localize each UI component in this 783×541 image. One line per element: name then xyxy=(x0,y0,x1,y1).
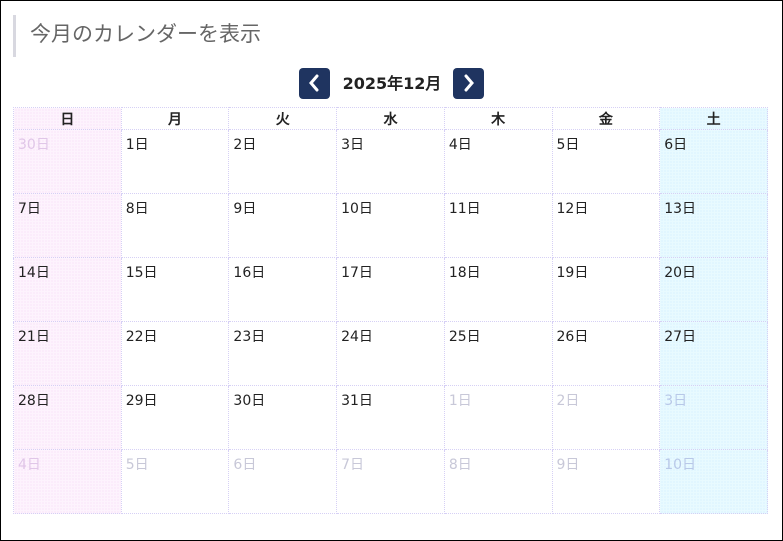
calendar-week-row: 30日 1日 2日 3日 4日 5日 6日 xyxy=(13,129,768,194)
calendar-day-cell[interactable]: 13日 xyxy=(659,193,768,258)
calendar-day-cell[interactable]: 30日 xyxy=(13,129,122,194)
calendar-day-cell[interactable]: 19日 xyxy=(551,257,661,322)
calendar-day-cell[interactable]: 30日 xyxy=(228,385,338,450)
weekday-header-row: 日月火水木金土 xyxy=(13,107,768,130)
calendar-week-row: 4日 5日 6日 7日 8日 9日 10日 xyxy=(13,449,768,514)
calendar-day-cell[interactable]: 25日 xyxy=(443,321,553,386)
calendar-day-cell[interactable]: 15日 xyxy=(120,257,230,322)
calendar-day-cell[interactable]: 2日 xyxy=(228,129,338,194)
weekday-header: 金 xyxy=(551,107,661,130)
calendar-day-cell[interactable]: 1日 xyxy=(443,385,553,450)
calendar-table: 日月火水木金土 30日 1日 2日 3日 4日 5日 6日 7日 8日 9日 10日 11日 12日 13… xyxy=(13,107,768,514)
calendar-day-cell[interactable]: 5日 xyxy=(551,129,661,194)
calendar-day-cell[interactable]: 14日 xyxy=(13,257,122,322)
calendar-day-cell[interactable]: 16日 xyxy=(228,257,338,322)
calendar-day-cell[interactable]: 4日 xyxy=(13,449,122,514)
calendar-day-cell[interactable]: 1日 xyxy=(120,129,230,194)
weekday-header: 月 xyxy=(120,107,230,130)
chevron-left-icon xyxy=(309,74,319,92)
calendar-day-cell[interactable]: 6日 xyxy=(228,449,338,514)
calendar-day-cell[interactable]: 4日 xyxy=(443,129,553,194)
calendar-day-cell[interactable]: 5日 xyxy=(120,449,230,514)
calendar-day-cell[interactable]: 7日 xyxy=(336,449,445,514)
calendar-day-cell[interactable]: 20日 xyxy=(659,257,768,322)
calendar-day-cell[interactable]: 2日 xyxy=(551,385,661,450)
calendar-week-row: 21日 22日 23日 24日 25日 26日 27日 xyxy=(13,321,768,386)
calendar-day-cell[interactable]: 9日 xyxy=(228,193,338,258)
page-title: 今月のカレンダーを表示 xyxy=(13,15,261,57)
calendar-week-row: 7日 8日 9日 10日 11日 12日 13日 xyxy=(13,193,768,258)
calendar-day-cell[interactable]: 26日 xyxy=(551,321,661,386)
calendar-day-cell[interactable]: 7日 xyxy=(13,193,122,258)
calendar-day-cell[interactable]: 29日 xyxy=(120,385,230,450)
calendar-day-cell[interactable]: 23日 xyxy=(228,321,338,386)
calendar-day-cell[interactable]: 21日 xyxy=(13,321,122,386)
calendar-day-cell[interactable]: 17日 xyxy=(336,257,445,322)
calendar-day-cell[interactable]: 27日 xyxy=(659,321,768,386)
chevron-right-icon xyxy=(464,74,474,92)
month-navigation: 2025年12月 xyxy=(0,67,783,99)
calendar-week-row: 14日 15日 16日 17日 18日 19日 20日 xyxy=(13,257,768,322)
next-month-button[interactable] xyxy=(453,67,485,99)
calendar-day-cell[interactable]: 28日 xyxy=(13,385,122,450)
calendar-day-cell[interactable]: 24日 xyxy=(336,321,445,386)
weekday-header: 日 xyxy=(13,107,122,130)
calendar-day-cell[interactable]: 8日 xyxy=(443,449,553,514)
calendar-week-row: 28日 29日 30日 31日 1日 2日 3日 xyxy=(13,385,768,450)
calendar-day-cell[interactable]: 18日 xyxy=(443,257,553,322)
calendar-day-cell[interactable]: 12日 xyxy=(551,193,661,258)
calendar-day-cell[interactable]: 22日 xyxy=(120,321,230,386)
weekday-header: 木 xyxy=(443,107,553,130)
calendar-day-cell[interactable]: 6日 xyxy=(659,129,768,194)
prev-month-button[interactable] xyxy=(298,67,330,99)
weekday-header: 土 xyxy=(659,107,768,130)
calendar-day-cell[interactable]: 3日 xyxy=(659,385,768,450)
calendar-day-cell[interactable]: 9日 xyxy=(551,449,661,514)
calendar-day-cell[interactable]: 31日 xyxy=(336,385,445,450)
calendar-day-cell[interactable]: 3日 xyxy=(336,129,445,194)
calendar-day-cell[interactable]: 10日 xyxy=(336,193,445,258)
calendar-day-cell[interactable]: 11日 xyxy=(443,193,553,258)
calendar-day-cell[interactable]: 10日 xyxy=(659,449,768,514)
calendar-day-cell[interactable]: 8日 xyxy=(120,193,230,258)
weekday-header: 火 xyxy=(228,107,338,130)
weekday-header: 水 xyxy=(336,107,445,130)
month-label: 2025年12月 xyxy=(342,74,442,93)
